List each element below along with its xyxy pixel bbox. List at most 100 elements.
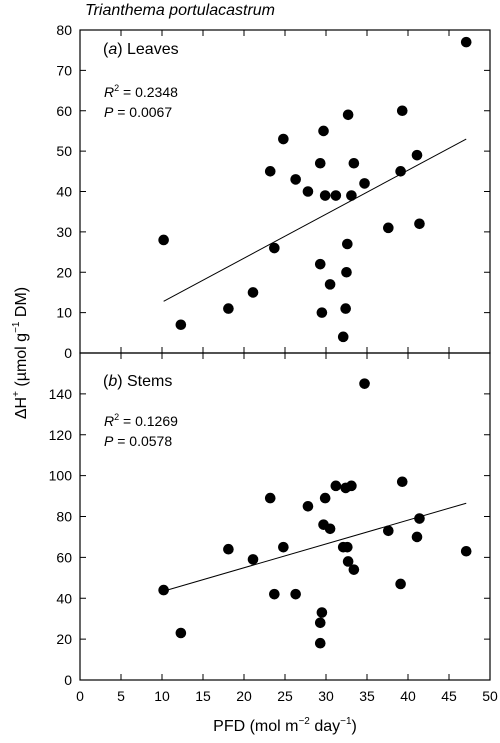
data-point-stems [342,556,354,567]
y-tick-label-leaves: 60 [56,103,72,119]
data-point-leaves [318,125,329,137]
data-point-leaves [395,166,406,177]
regression-line-leaves [163,138,467,302]
data-point-stems [396,476,408,488]
data-point-stems [324,523,336,535]
data-point-leaves [290,174,301,185]
data-point-leaves [330,190,342,201]
y-tick-label-stems: 20 [56,631,72,647]
x-tick-label: 25 [277,688,293,704]
data-point-stems [330,480,342,492]
data-point-leaves [342,238,353,250]
data-point-stems [175,627,187,639]
y-tick-label-stems: 40 [56,590,72,606]
y-tick-label-leaves: 10 [56,305,72,321]
x-tick-label: 45 [441,688,457,704]
panel-label-stems: (b) Stems [103,373,172,390]
y-tick-label-stems: 100 [49,468,73,484]
panel-leaves: 0 10 20 30 40 50 60 70 80 (a) Leaves R2 = 0.2348… [56,22,491,361]
data-point-stems [247,554,259,565]
data-point-leaves [340,303,351,314]
data-points-stems [158,378,472,649]
data-point-leaves [414,218,425,230]
data-point-stems [342,541,353,553]
data-point-leaves [396,105,408,117]
data-point-leaves [383,222,394,234]
x-tick-label: 30 [318,688,334,704]
x-axis-title: PFD (mol m−2 day−1) [213,716,357,735]
data-point-stems [278,541,289,553]
data-point-leaves [314,258,326,270]
data-point-leaves [359,178,370,189]
y-tick-label-leaves: 20 [56,264,72,280]
data-point-stems [302,500,314,512]
data-points-leaves [158,36,472,343]
x-tick-label: 15 [195,688,211,704]
data-point-leaves [223,303,234,314]
y-tick-label-stems: 80 [56,509,72,525]
y-tick-label-stems: 0 [64,672,72,688]
y-axis-ticks-stems: 0 20 40 60 80 100 120 140 [49,386,490,688]
data-point-leaves [264,166,276,177]
y-axis-ticks-leaves: 0 10 20 30 40 50 60 70 80 [56,22,491,361]
data-point-leaves [269,242,280,254]
data-point-leaves [316,307,328,318]
data-point-leaves [348,157,360,169]
data-point-leaves [158,234,169,246]
y-axis-title: ΔH+ (µmol g−1 DM) [11,287,30,419]
data-point-stems [158,584,169,596]
data-point-leaves [324,279,336,290]
data-point-leaves [278,133,289,145]
y-tick-label-leaves: 40 [56,184,72,200]
y-tick-label-leaves: 70 [56,62,72,78]
data-point-leaves [337,331,349,343]
data-point-stems [346,480,357,492]
data-point-stems [348,564,360,575]
x-tick-label: 5 [117,688,125,704]
regression-line-stems [163,502,467,592]
data-point-leaves [314,157,326,169]
r-squared-stems: R2 = 0.1269 [104,412,178,429]
data-point-leaves [319,190,331,201]
data-point-leaves [460,36,472,48]
y-tick-label-stems: 60 [56,549,72,565]
x-tick-label: 40 [400,688,416,704]
data-point-leaves [342,109,354,121]
x-tick-label: 50 [482,688,498,704]
panel-frame-stems [79,352,491,681]
data-point-leaves [247,287,259,298]
p-value-stems: P = 0.0578 [104,433,172,449]
data-point-stems [269,588,280,600]
data-point-leaves [411,149,423,161]
y-tick-label-stems: 120 [49,427,73,443]
y-tick-label-leaves: 80 [56,22,72,38]
data-point-stems [395,578,406,590]
y-tick-label-leaves: 50 [56,143,72,159]
data-point-leaves [341,266,352,278]
data-point-stems [314,617,326,629]
data-point-stems [383,525,394,537]
data-point-stems [316,607,328,618]
y-tick-label-leaves: 0 [64,345,72,361]
x-tick-label: 20 [236,688,252,704]
species-title: Trianthema portulacastrum [85,2,275,19]
panel-frame-leaves [79,29,491,354]
data-point-leaves [302,186,314,197]
data-point-stems [319,492,331,504]
p-value-leaves: P = 0.0067 [104,104,172,120]
data-point-stems [264,492,276,504]
y-tick-label-stems: 140 [49,386,73,402]
panel-label-leaves: (a) Leaves [103,41,179,58]
x-tick-label: 10 [154,688,170,704]
data-point-stems [411,531,423,543]
y-tick-label-leaves: 30 [56,224,72,240]
data-point-leaves [346,190,357,201]
data-point-stems [290,588,301,600]
data-point-stems [314,637,326,649]
data-point-leaves [175,319,187,331]
x-axis-ticks: 0 5 10 15 20 25 30 35 40 45 50 [76,353,498,704]
data-point-stems [223,543,234,555]
data-point-stems [414,513,425,524]
